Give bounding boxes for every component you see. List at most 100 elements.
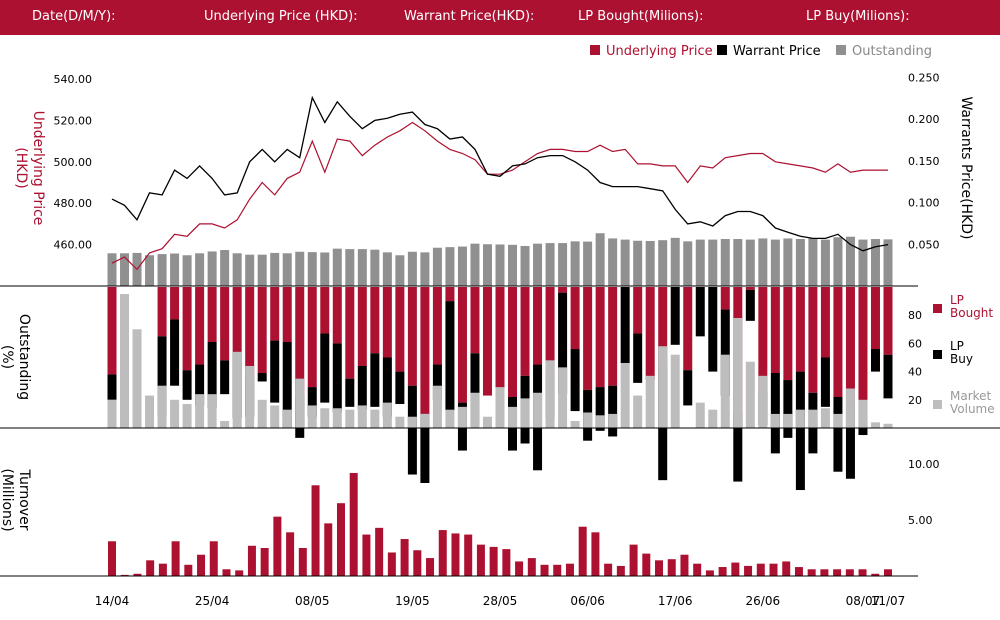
market-volume-bar (145, 395, 155, 428)
turnover-bar (413, 550, 422, 576)
underlying-price-line (111, 121, 888, 271)
turnover-bar (527, 558, 536, 576)
outstanding-bar (232, 253, 242, 286)
lp-buy-bar (320, 333, 330, 403)
outstanding-bar (645, 240, 655, 286)
lp-bought-bar (195, 287, 205, 365)
turnover-bar (858, 569, 867, 576)
lp-buy-bar (858, 423, 868, 436)
market-volume-bar (257, 399, 267, 428)
lp-buy-bar (833, 396, 843, 472)
lp-bought-bar (207, 287, 217, 342)
market-volume-bar (345, 409, 355, 428)
turnover-axis-tick: 10.00 (908, 458, 940, 471)
outstanding-bar (870, 239, 880, 286)
market-volume-bar (545, 360, 555, 428)
lp-bought-bar (520, 287, 530, 376)
turnover-bar (260, 548, 269, 576)
turnover-bar (197, 554, 206, 576)
outstanding-bar (808, 238, 818, 286)
turnover-bar (807, 569, 816, 576)
lp-bought-bar (583, 287, 593, 390)
market-volume-bar (420, 413, 430, 428)
lp-buy-bar (783, 380, 793, 438)
right-axis-title: Warrants Price(HKD) (958, 96, 974, 239)
legend-label: Underlying Price (606, 44, 713, 59)
outstanding-bar (533, 243, 543, 286)
outstanding-bar (845, 236, 855, 286)
outstanding-bar (545, 243, 555, 286)
lp-buy-bar (470, 353, 480, 426)
market-volume-bar (407, 416, 417, 428)
lp-buy-bar (170, 319, 180, 386)
turnover-bar (744, 565, 753, 576)
legend-swatch (836, 45, 846, 55)
outstanding-bar (783, 238, 793, 286)
left-axis-tick: 460.00 (54, 239, 93, 252)
turnover-bar (451, 533, 460, 576)
market-volume-bar (207, 394, 217, 428)
outstanding-bar (858, 239, 868, 286)
market-volume-bar (270, 405, 280, 428)
turnover-bar (565, 563, 574, 576)
x-axis-tick: 28/05 (483, 594, 518, 608)
info-header-bar: Date(D/M/Y): Underlying Price (HKD): War… (0, 0, 1000, 35)
lp-bought-bar (407, 287, 417, 386)
lp-buy-bar (395, 371, 405, 405)
right-axis-tick: 0.200 (908, 113, 940, 126)
market-volume-bar (770, 413, 780, 428)
lp-bought-bar (570, 287, 580, 350)
market-volume-bar (295, 378, 305, 428)
lp-bought-bar (457, 287, 467, 403)
lp-bought-bar (845, 287, 855, 403)
lp-buy-bar (445, 301, 455, 412)
outstanding-bar (708, 239, 718, 286)
turnover-bar (667, 559, 676, 576)
market-volume-bar (307, 405, 317, 428)
turnover-bar (171, 541, 180, 576)
legend-label: Outstanding (852, 44, 932, 59)
turnover-bar (286, 532, 295, 576)
turnover-bar (693, 563, 702, 576)
lp-buy-bar (345, 378, 355, 407)
lp-bought-bar (232, 287, 242, 352)
legend-label: Market Volume (950, 389, 995, 416)
turnover-bar (387, 552, 396, 576)
underlying-price-label: Underlying Price (HKD): (204, 9, 358, 24)
lp-buy-bar (670, 287, 680, 345)
turnover-bar (336, 503, 345, 576)
market-volume-bar (170, 399, 180, 428)
outstanding-bar (295, 251, 305, 286)
lp-bought-bar (482, 287, 492, 396)
turnover-bar (871, 573, 880, 576)
lp-bought-bar (658, 287, 668, 366)
lp-bought-bar (683, 287, 693, 371)
market-volume-bar (520, 398, 530, 428)
turnover-bar (489, 546, 498, 576)
market-volume-bar (745, 361, 755, 428)
market-volume-bar (720, 354, 730, 428)
market-volume-bar (883, 423, 893, 428)
outstanding-bar (145, 255, 155, 286)
outstanding-bar (733, 239, 743, 286)
outstanding-bar (420, 252, 430, 286)
left-axis-tick: 520.00 (54, 114, 93, 127)
market-volume-bar (733, 318, 743, 428)
outstanding-bar (320, 252, 330, 286)
market-volume-bar (445, 409, 455, 428)
lp-buy-bar (558, 292, 568, 395)
turnover-bar (794, 567, 803, 576)
outstanding-bar (257, 254, 267, 286)
market-volume-bar (508, 406, 518, 428)
market-volume-bar (758, 375, 768, 428)
lp-buy-bar (570, 349, 580, 412)
outstanding-bar (683, 241, 693, 286)
market-volume-bar (370, 409, 380, 428)
turnover-bar (324, 523, 333, 576)
right-axis-tick: 0.150 (908, 155, 940, 168)
lp-bought-bar (758, 287, 768, 392)
lp-bought-bar (558, 287, 568, 293)
outstanding-bar (595, 233, 605, 286)
turnover-bar (133, 573, 142, 576)
lp-bought-bar (107, 287, 117, 375)
